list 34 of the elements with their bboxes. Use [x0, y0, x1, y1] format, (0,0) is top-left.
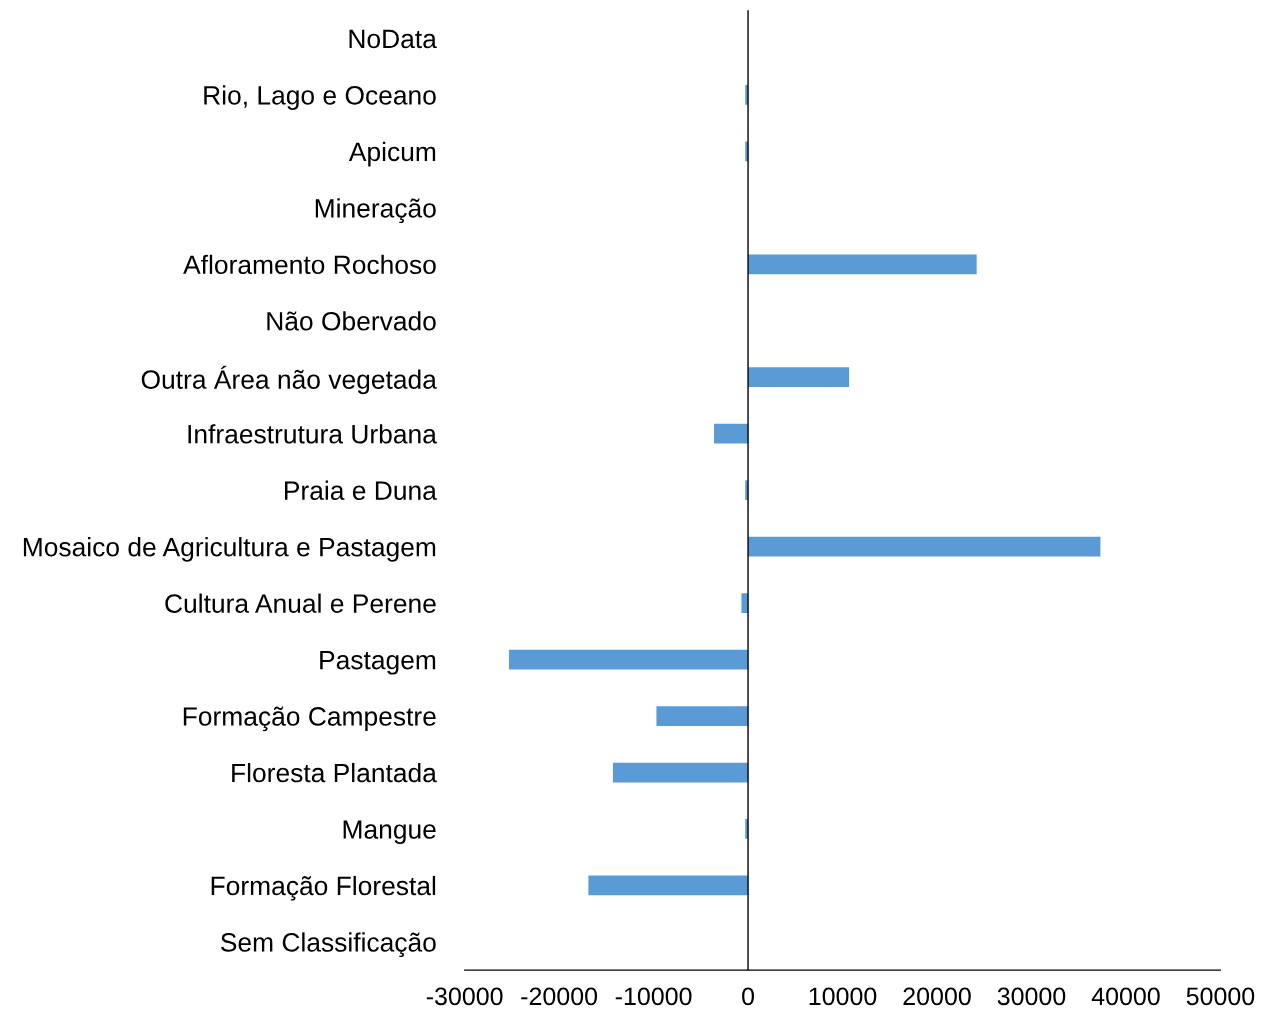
y-tick-label: Mosaico de Agricultura e Pastagem — [23, 537, 436, 562]
y-tick-label: Não Obervado — [267, 311, 436, 331]
y-tick-label: Praia e Duna — [284, 480, 437, 500]
x-tick-label: 50000 — [1186, 987, 1255, 1006]
bar — [588, 875, 749, 896]
y-tick-label: NoData — [349, 29, 437, 49]
bar — [748, 536, 1101, 557]
bar — [748, 367, 850, 388]
x-tick-label: -10000 — [615, 987, 692, 1006]
y-tick-label: Afloramento Rochoso — [183, 254, 436, 275]
y-tick-label: Formação Florestal — [211, 875, 436, 901]
bar — [656, 706, 749, 726]
bar — [714, 423, 749, 444]
y-tick-label: Infraestrutura Urbana — [188, 424, 437, 444]
x-tick-label: -20000 — [521, 987, 598, 1006]
y-tick-label: Sem Classificação — [221, 932, 436, 958]
x-tick-label: -30000 — [426, 987, 503, 1006]
bar — [509, 649, 749, 670]
y-tick-label: Floresta Plantada — [232, 762, 437, 783]
y-tick-label: Formação Campestre — [183, 706, 436, 732]
x-tick-label: 30000 — [997, 987, 1066, 1006]
y-tick-label: Cultura Anual e Perene — [165, 593, 436, 613]
y-tick-label: Apicum — [348, 141, 436, 167]
x-tick-label: 40000 — [1091, 987, 1160, 1006]
x-tick-label: 10000 — [809, 987, 877, 1006]
x-tick-label: 0 — [742, 987, 755, 1006]
bar — [748, 254, 977, 275]
y-tick-label: Rio, Lago e Oceano — [204, 85, 436, 110]
x-tick-label: 20000 — [903, 987, 971, 1006]
y-tick-label: Outra Área não vegetada — [141, 365, 437, 395]
bar — [612, 762, 749, 783]
y-tick-label: Mangue — [343, 820, 436, 845]
y-tick-label: Pastagem — [320, 650, 436, 675]
y-tick-label: Mineração — [315, 198, 436, 223]
